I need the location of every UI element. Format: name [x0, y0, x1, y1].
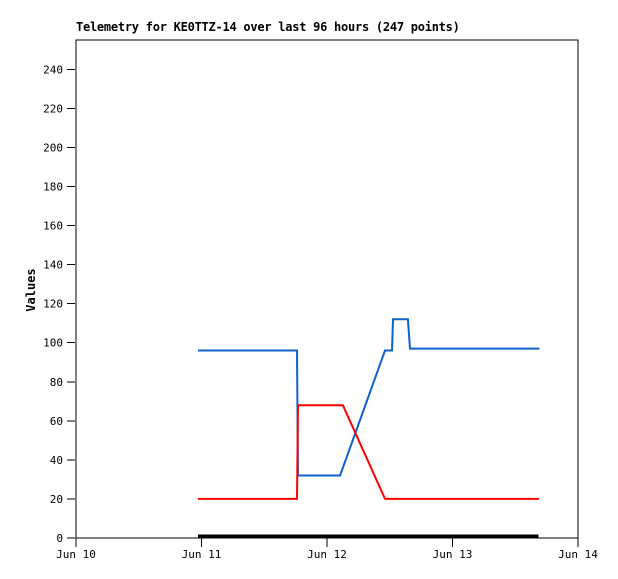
y-tick-label: 160 [43, 220, 63, 233]
y-tick-label: 40 [50, 454, 63, 467]
x-tick-label: Jun 13 [433, 548, 473, 561]
x-tick-label: Jun 11 [182, 548, 222, 561]
y-tick-label: 120 [43, 298, 63, 311]
y-tick-label: 220 [43, 102, 63, 115]
y-tick-label: 100 [43, 337, 63, 350]
blue-series [198, 318, 540, 477]
x-tick-label: Jun 12 [307, 548, 347, 561]
y-tick-label: 60 [50, 415, 63, 428]
y-tick-label: 20 [50, 493, 63, 506]
x-tick-label: Jun 14 [558, 548, 598, 561]
y-tick-label: 200 [43, 141, 63, 154]
red-series [198, 404, 539, 500]
y-tick-label: 240 [43, 63, 63, 76]
y-tick-label: 180 [43, 180, 63, 193]
y-tick-label: 80 [50, 376, 63, 389]
plot-border [75, 39, 579, 539]
x-tick-label: Jun 10 [56, 548, 96, 561]
y-tick-label: 0 [56, 532, 63, 545]
y-tick-label: 140 [43, 259, 63, 272]
chart-title: Telemetry for KE0TTZ-14 over last 96 hou… [76, 20, 460, 34]
